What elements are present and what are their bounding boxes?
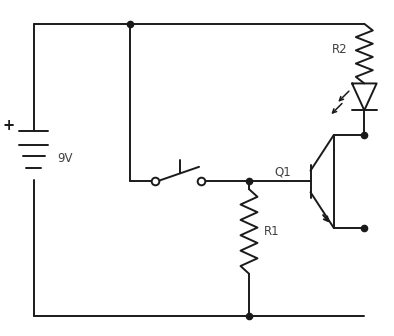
- Text: Q1: Q1: [274, 165, 291, 178]
- Text: R2: R2: [331, 43, 347, 56]
- Text: R1: R1: [264, 225, 279, 238]
- Text: 9V: 9V: [57, 152, 72, 165]
- Text: +: +: [3, 118, 15, 133]
